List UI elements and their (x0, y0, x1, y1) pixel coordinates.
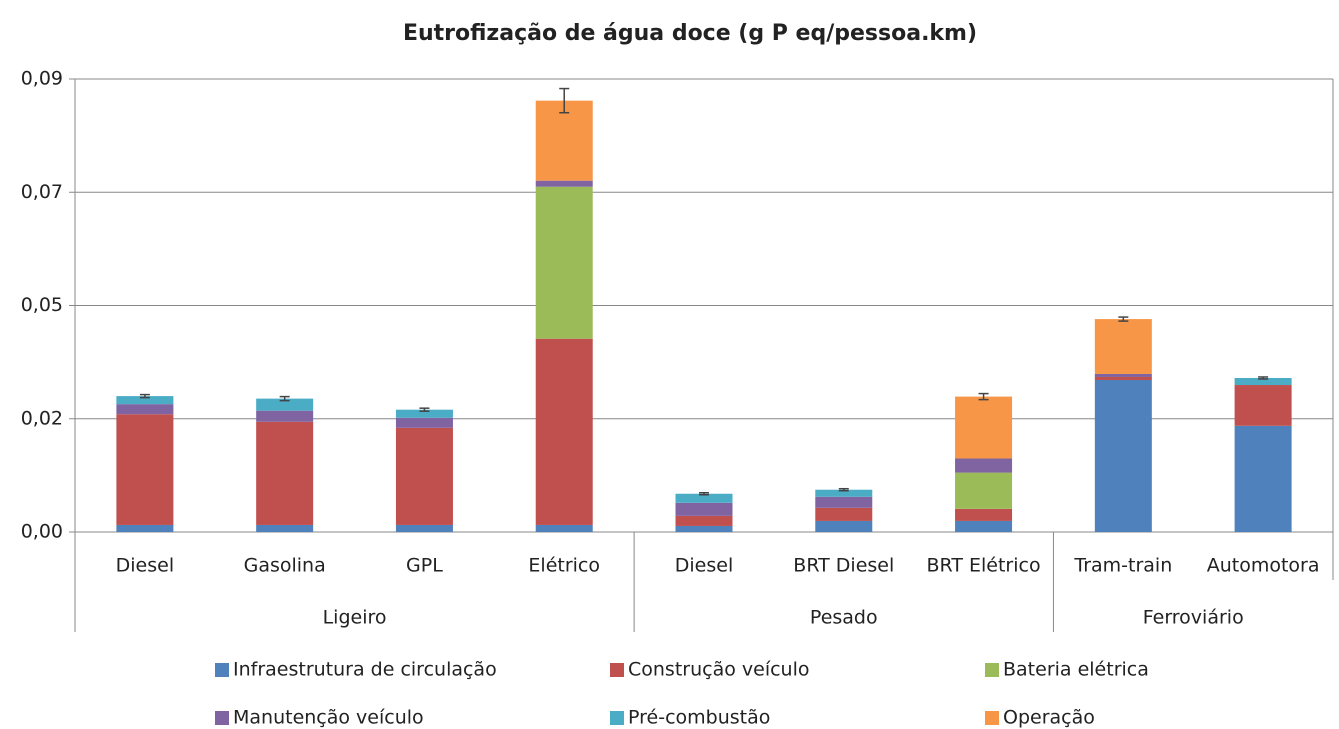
group-label: Ligeiro (323, 607, 387, 629)
bar-segment (815, 507, 873, 521)
legend-label: Bateria elétrica (1003, 659, 1149, 681)
legend-label: Infraestrutura de circulação (233, 659, 497, 681)
legend-swatch (215, 711, 229, 725)
bar-segment (955, 396, 1013, 459)
bar-segment (815, 489, 873, 497)
legend-swatch (985, 663, 999, 677)
y-tick-label: 0,07 (21, 181, 63, 203)
legend-swatch (610, 663, 624, 677)
bar-segment (1094, 319, 1152, 374)
bar-segment (116, 414, 174, 525)
bar-segment (675, 525, 733, 532)
bar-segment (1094, 379, 1152, 532)
bar-segment (395, 524, 453, 532)
group-label: Pesado (810, 607, 878, 629)
x-tick-label: Diesel (116, 555, 174, 577)
bar-segment (1094, 376, 1152, 380)
bar-segment (256, 398, 314, 411)
error-bar (1258, 376, 1269, 380)
bar-segment (256, 421, 314, 525)
y-tick-label: 0,09 (21, 68, 63, 90)
bar-segment (1234, 425, 1292, 532)
x-tick-label: BRT Diesel (793, 555, 894, 577)
bar-segment (535, 524, 593, 532)
error-bar (699, 491, 709, 496)
bar-segment (955, 520, 1013, 532)
y-tick-label: 0,05 (21, 294, 63, 316)
bar-segment (395, 427, 453, 525)
bar-segment (395, 417, 453, 428)
error-bar (139, 393, 150, 399)
error-bar (1118, 316, 1129, 322)
group-label: Ferroviário (1143, 607, 1244, 629)
x-tick-label: GPL (406, 555, 443, 577)
error-bar (559, 87, 570, 114)
legend-label: Operação (1003, 707, 1095, 729)
bar-segment (675, 502, 733, 516)
bar-segment (535, 338, 593, 525)
x-tick-label: Gasolina (244, 555, 326, 577)
error-bar (279, 395, 290, 402)
error-bar (419, 407, 430, 412)
bar-segment (675, 493, 733, 503)
y-tick-label: 0,00 (21, 521, 63, 543)
bar-segment (535, 186, 593, 339)
legend-swatch (610, 711, 624, 725)
legend-swatch (985, 711, 999, 725)
bar-segment (256, 524, 314, 532)
bar-segment (675, 515, 733, 526)
chart-title: Eutrofização de água doce (g P eq/pessoa… (403, 21, 977, 46)
bar-segment (116, 404, 174, 415)
x-tick-label: Diesel (675, 555, 733, 577)
x-tick-label: Automotora (1207, 555, 1320, 577)
error-bar (978, 392, 989, 401)
bar-segment (815, 496, 873, 508)
x-tick-label: BRT Elétrico (927, 555, 1041, 577)
bar-segment (1234, 385, 1292, 426)
bar-segment (1094, 373, 1152, 377)
bar-segment (535, 100, 593, 181)
bar-segment (1234, 377, 1292, 386)
bar-segment (955, 472, 1013, 509)
bar-segment (395, 409, 453, 418)
legend-label: Pré-combustão (628, 707, 770, 729)
legend-swatch (215, 663, 229, 677)
x-tick-label: Elétrico (528, 555, 600, 577)
legend-label: Manutenção veículo (233, 707, 424, 729)
y-tick-label: 0,02 (21, 407, 63, 429)
bar-segment (955, 508, 1013, 521)
bar-segment (815, 520, 873, 532)
bar-segment (256, 410, 314, 422)
bar-segment (535, 180, 593, 187)
bar-segment (116, 396, 174, 405)
bar-segment (955, 458, 1013, 473)
error-bar (838, 487, 849, 492)
bar-segment (116, 524, 174, 532)
x-tick-label: Tram-train (1073, 555, 1172, 577)
legend-label: Construção veículo (628, 659, 810, 681)
